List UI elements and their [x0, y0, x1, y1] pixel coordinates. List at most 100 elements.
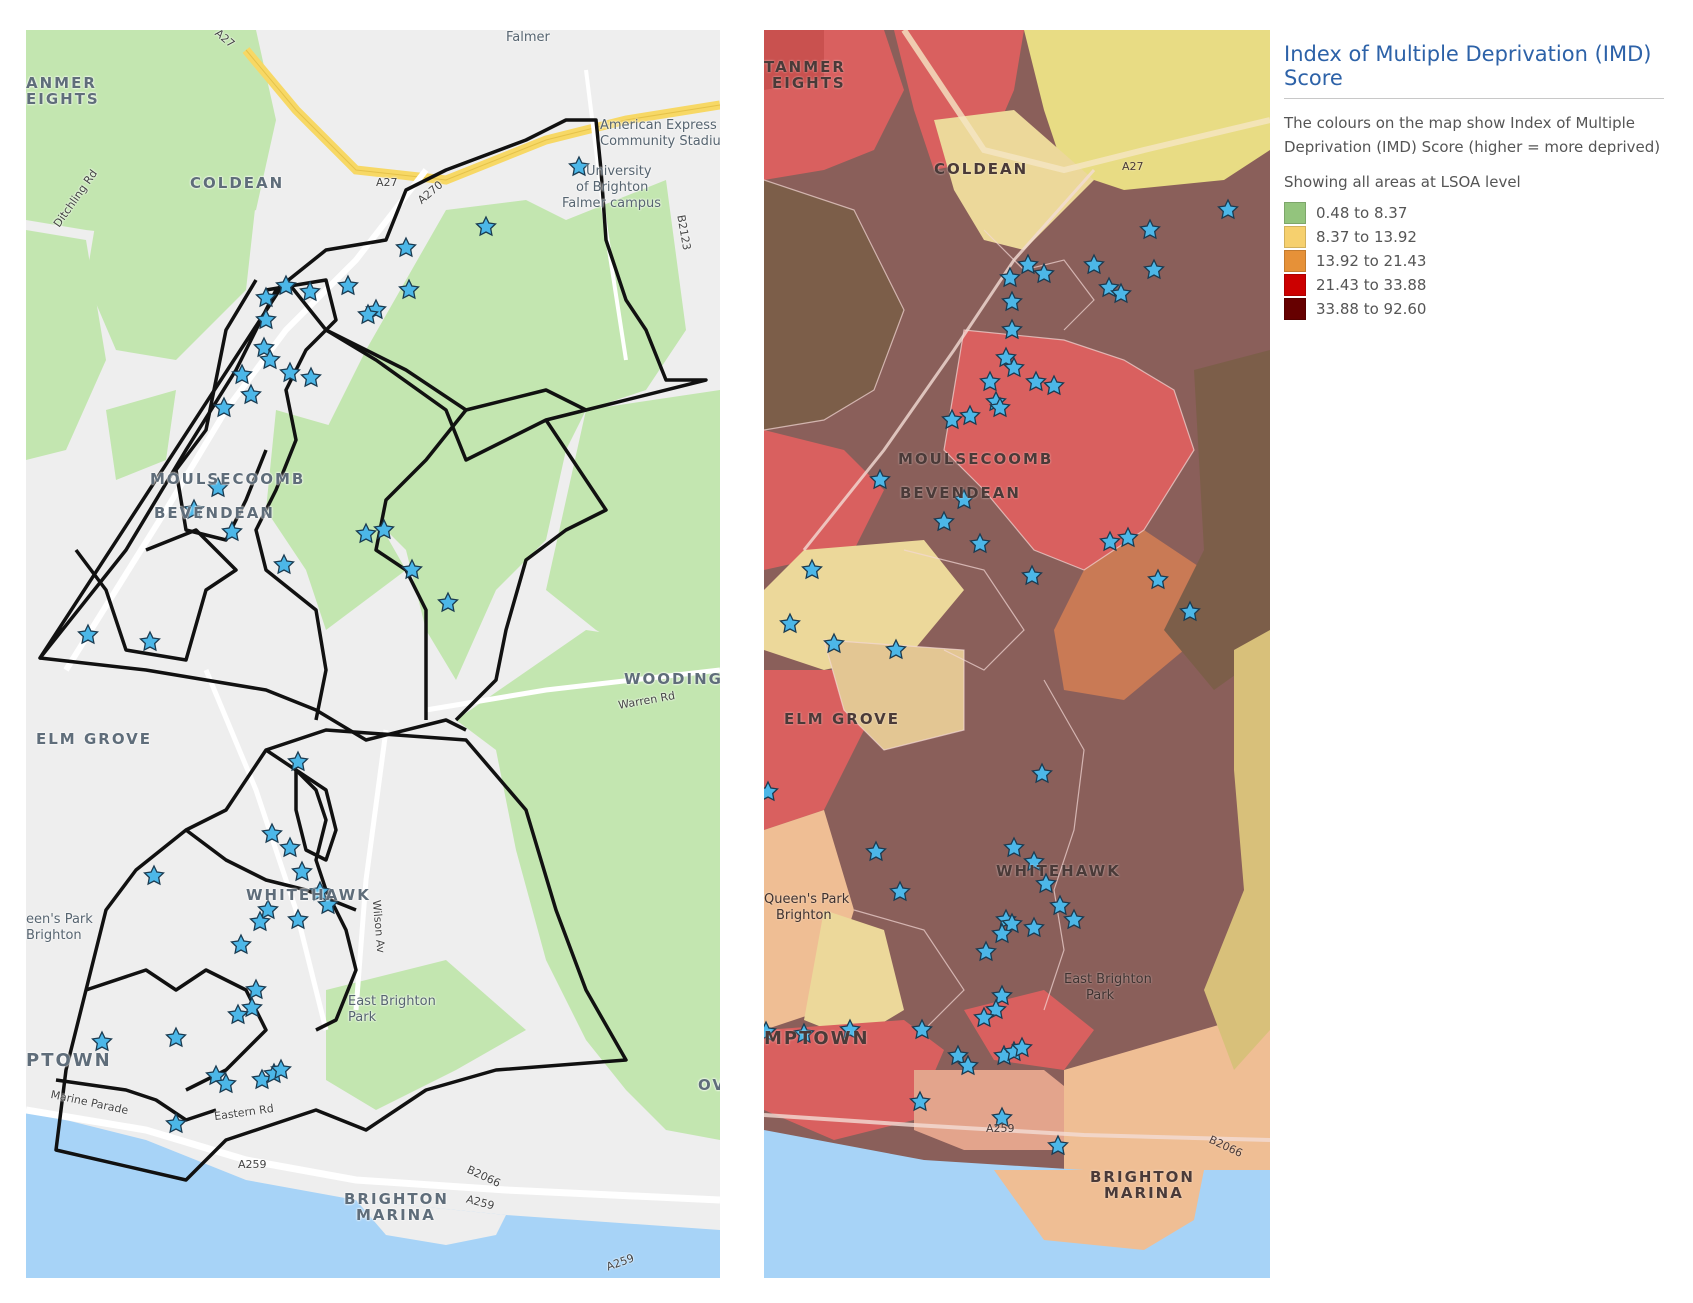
label-stanmer-2: EIGHTS: [772, 74, 846, 92]
star-marker: [398, 278, 420, 300]
legend-item: 13.92 to 21.43: [1284, 249, 1664, 273]
star-marker: [1003, 836, 1025, 858]
star-marker: [1021, 564, 1043, 586]
star-marker: [309, 880, 331, 902]
star-marker: [985, 998, 1007, 1020]
label-brighton-marina-2: MARINA: [356, 1206, 436, 1224]
star-marker: [1179, 600, 1201, 622]
star-marker: [245, 978, 267, 1000]
star-marker: [249, 910, 271, 932]
point-markers: [77, 155, 590, 1134]
star-marker: [287, 750, 309, 772]
legend-label: 0.48 to 8.37: [1316, 204, 1408, 222]
left-map-canvas: [26, 30, 720, 1278]
star-marker: [1011, 1036, 1033, 1058]
star-marker: [279, 836, 301, 858]
star-marker: [1217, 198, 1239, 220]
star-marker: [991, 984, 1013, 1006]
left-map[interactable]: Falmer COLDEAN ANMER EIGHTS American Exp…: [26, 30, 720, 1278]
label-amex-2: Community Stadiu: [600, 134, 720, 149]
star-marker: [77, 623, 99, 645]
star-marker: [300, 366, 322, 388]
star-marker: [355, 522, 377, 544]
star-marker: [1139, 218, 1161, 240]
star-marker: [969, 532, 991, 554]
legend-swatch: [1284, 202, 1306, 224]
star-marker: [291, 860, 313, 882]
star-marker: [1099, 530, 1121, 552]
label-east-brighton-park-1: East Brighton: [1064, 972, 1152, 987]
label-bevendean: BEVENDEAN: [900, 484, 1021, 502]
right-map[interactable]: TANMER EIGHTS COLDEAN A27 MOULSECOOMB BE…: [764, 30, 1270, 1278]
label-brighton-marina-1: BRIGHTON: [1090, 1168, 1195, 1186]
star-marker: [957, 1054, 979, 1076]
star-marker: [261, 822, 283, 844]
label-stanmer-1: TANMER: [764, 58, 846, 76]
star-marker: [989, 396, 1011, 418]
imd-areas: [764, 30, 1270, 1278]
star-marker: [1043, 374, 1065, 396]
label-east-brighton-park-2: Park: [1086, 988, 1115, 1003]
label-east-brighton-park-2: Park: [348, 1010, 377, 1025]
label-uni-1: University: [586, 164, 652, 179]
star-marker: [959, 404, 981, 426]
star-marker: [823, 632, 845, 654]
star-marker: [885, 638, 907, 660]
star-marker: [999, 266, 1021, 288]
imd-area-borders: [764, 179, 1195, 1031]
legend-item: 33.88 to 92.60: [1284, 297, 1664, 321]
star-marker: [215, 1072, 237, 1094]
sea: [26, 1110, 720, 1278]
legend-swatch: [1284, 298, 1306, 320]
legend-swatch: [1284, 226, 1306, 248]
star-marker: [779, 612, 801, 634]
label-elm-grove: ELM GROVE: [784, 710, 901, 728]
star-marker: [165, 1026, 187, 1048]
star-marker: [839, 1018, 861, 1040]
label-kemptown: PTOWN: [26, 1050, 112, 1071]
star-marker: [975, 940, 997, 962]
star-marker: [1049, 894, 1071, 916]
star-marker: [299, 280, 321, 302]
label-uni-3: Falmer campus: [562, 196, 662, 211]
star-marker: [1025, 370, 1047, 392]
label-moulsecoomb: MOULSECOOMB: [898, 450, 1054, 468]
star-marker: [231, 363, 253, 385]
label-whitehawk: WHITEHAWK: [246, 886, 371, 904]
star-marker: [953, 488, 975, 510]
roads-overlay: [764, 30, 1270, 1142]
star-marker: [337, 274, 359, 296]
label-elm-grove: ELM GROVE: [36, 730, 153, 748]
star-marker: [1001, 318, 1023, 340]
legend-item: 0.48 to 8.37: [1284, 201, 1664, 225]
park-areas: [26, 30, 720, 1140]
star-marker: [279, 361, 301, 383]
right-map-canvas: [764, 30, 1270, 1278]
star-marker: [1017, 253, 1039, 275]
star-marker: [165, 1112, 187, 1134]
label-bevendean: BEVENDEAN: [154, 504, 275, 522]
star-marker: [979, 370, 1001, 392]
star-marker: [933, 510, 955, 532]
star-marker: [1001, 290, 1023, 312]
star-marker: [1023, 850, 1045, 872]
legend-label: 21.43 to 33.88: [1316, 276, 1427, 294]
star-marker: [183, 498, 205, 520]
label-a259-1: A259: [238, 1158, 267, 1171]
star-marker: [257, 898, 279, 920]
label-east-brighton-park-1: East Brighton: [348, 994, 436, 1009]
legend-swatch: [1284, 250, 1306, 272]
label-ov: OV: [698, 1076, 720, 1094]
star-marker: [317, 893, 339, 915]
star-marker: [1031, 762, 1053, 784]
label-queens-park-1: een's Park: [26, 912, 93, 927]
star-marker: [1001, 912, 1023, 934]
star-marker: [255, 286, 277, 308]
legend-label: 13.92 to 21.43: [1316, 252, 1427, 270]
label-stanmer-2: EIGHTS: [26, 90, 100, 108]
star-marker: [373, 518, 395, 540]
star-marker: [1083, 253, 1105, 275]
legend-item: 8.37 to 13.92: [1284, 225, 1664, 249]
label-a27: A27: [1122, 160, 1144, 173]
star-marker: [764, 1020, 777, 1042]
